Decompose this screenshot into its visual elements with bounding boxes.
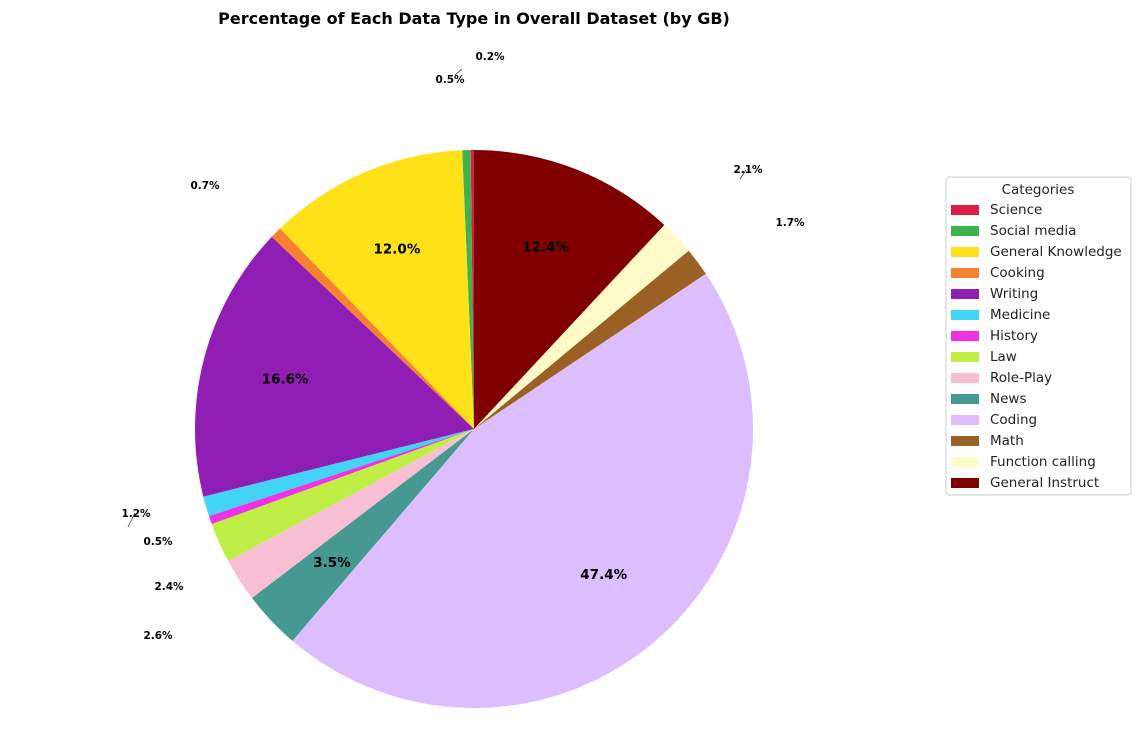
slice-label-news: 3.5% bbox=[313, 555, 351, 571]
legend-label-math: Math bbox=[990, 433, 1024, 449]
legend: Categories Science Social media General Kn… bbox=[945, 176, 1132, 496]
pie-slices bbox=[195, 150, 753, 709]
legend-swatch-function-calling bbox=[951, 457, 979, 467]
legend-swatch-role-play bbox=[951, 373, 979, 383]
slice-label-function-calling: 2.1% bbox=[733, 164, 763, 176]
legend-items: Science Social media General Knowledge Cook… bbox=[951, 202, 1122, 491]
pie-slice-writing bbox=[195, 236, 474, 497]
pie-slice-general-knowledge bbox=[280, 150, 474, 429]
pie-slice-social-media bbox=[462, 150, 474, 429]
legend-label-general-instruct: General Instruct bbox=[990, 475, 1099, 491]
legend-swatch-general-instruct bbox=[951, 478, 979, 488]
pie-slice-law bbox=[211, 429, 475, 562]
slice-labels: 0.2% 0.5% 12.0% 0.7% 16.6% 1.2% 0.5% 2.4% 2.6% 3.… bbox=[121, 51, 805, 642]
legend-swatch-law bbox=[951, 352, 979, 362]
pie-slice-role-play bbox=[228, 429, 474, 599]
legend-label-writing: Writing bbox=[990, 286, 1038, 302]
legend-label-news: News bbox=[990, 391, 1026, 407]
legend-label-social-media: Social media bbox=[990, 223, 1076, 239]
legend-label-coding: Coding bbox=[990, 412, 1037, 428]
pie-slice-science bbox=[470, 150, 474, 429]
legend-label-history: History bbox=[990, 328, 1038, 344]
legend-box bbox=[945, 176, 1132, 496]
leader-lines bbox=[127, 68, 747, 528]
slice-label-science: 0.2% bbox=[475, 51, 505, 63]
slice-label-history: 0.5% bbox=[143, 536, 173, 548]
legend-swatch-writing bbox=[951, 289, 979, 299]
slice-label-medicine: 1.2% bbox=[121, 508, 151, 520]
legend-title: Categories bbox=[1002, 182, 1075, 198]
leader-line-function-calling bbox=[739, 169, 747, 180]
slice-label-writing: 16.6% bbox=[262, 371, 309, 387]
legend-label-science: Science bbox=[990, 202, 1042, 218]
leader-line-social-media bbox=[454, 68, 463, 76]
legend-label-role-play: Role-Play bbox=[990, 370, 1052, 386]
pie-slice-function-calling bbox=[474, 224, 689, 429]
legend-swatch-social-media bbox=[951, 226, 979, 236]
slice-label-general-knowledge: 12.0% bbox=[374, 242, 421, 258]
slice-label-cooking: 0.7% bbox=[190, 180, 220, 192]
legend-label-general-knowledge: General Knowledge bbox=[990, 244, 1122, 260]
pie-slice-cooking bbox=[271, 228, 474, 429]
legend-swatch-science bbox=[951, 205, 979, 215]
legend-swatch-medicine bbox=[951, 310, 979, 320]
slice-label-math: 1.7% bbox=[775, 217, 805, 229]
slice-label-social-media: 0.5% bbox=[435, 74, 465, 86]
pie-slice-history bbox=[208, 429, 475, 525]
slice-label-role-play: 2.6% bbox=[143, 630, 173, 642]
slice-label-general-instruct: 12.4% bbox=[522, 239, 569, 255]
chart-title: Percentage of Each Data Type in Overall … bbox=[218, 9, 730, 28]
leader-line-medicine bbox=[127, 512, 136, 528]
legend-swatch-history bbox=[951, 331, 979, 341]
legend-label-medicine: Medicine bbox=[990, 307, 1050, 323]
pie-slice-medicine bbox=[203, 429, 475, 517]
slice-label-coding: 47.4% bbox=[580, 567, 627, 583]
slice-label-law: 2.4% bbox=[154, 581, 184, 593]
legend-swatch-cooking bbox=[951, 268, 979, 278]
pie-slice-general-instruct bbox=[474, 150, 665, 429]
pie-slice-coding bbox=[292, 273, 753, 709]
pie-slice-news bbox=[252, 429, 474, 641]
legend-label-cooking: Cooking bbox=[990, 265, 1045, 281]
legend-swatch-coding bbox=[951, 415, 979, 425]
legend-swatch-math bbox=[951, 436, 979, 446]
pie-slice-math bbox=[474, 250, 706, 429]
legend-swatch-general-knowledge bbox=[951, 247, 979, 257]
legend-label-law: Law bbox=[990, 349, 1017, 365]
legend-label-function-calling: Function calling bbox=[990, 454, 1096, 470]
legend-swatch-news bbox=[951, 394, 979, 404]
